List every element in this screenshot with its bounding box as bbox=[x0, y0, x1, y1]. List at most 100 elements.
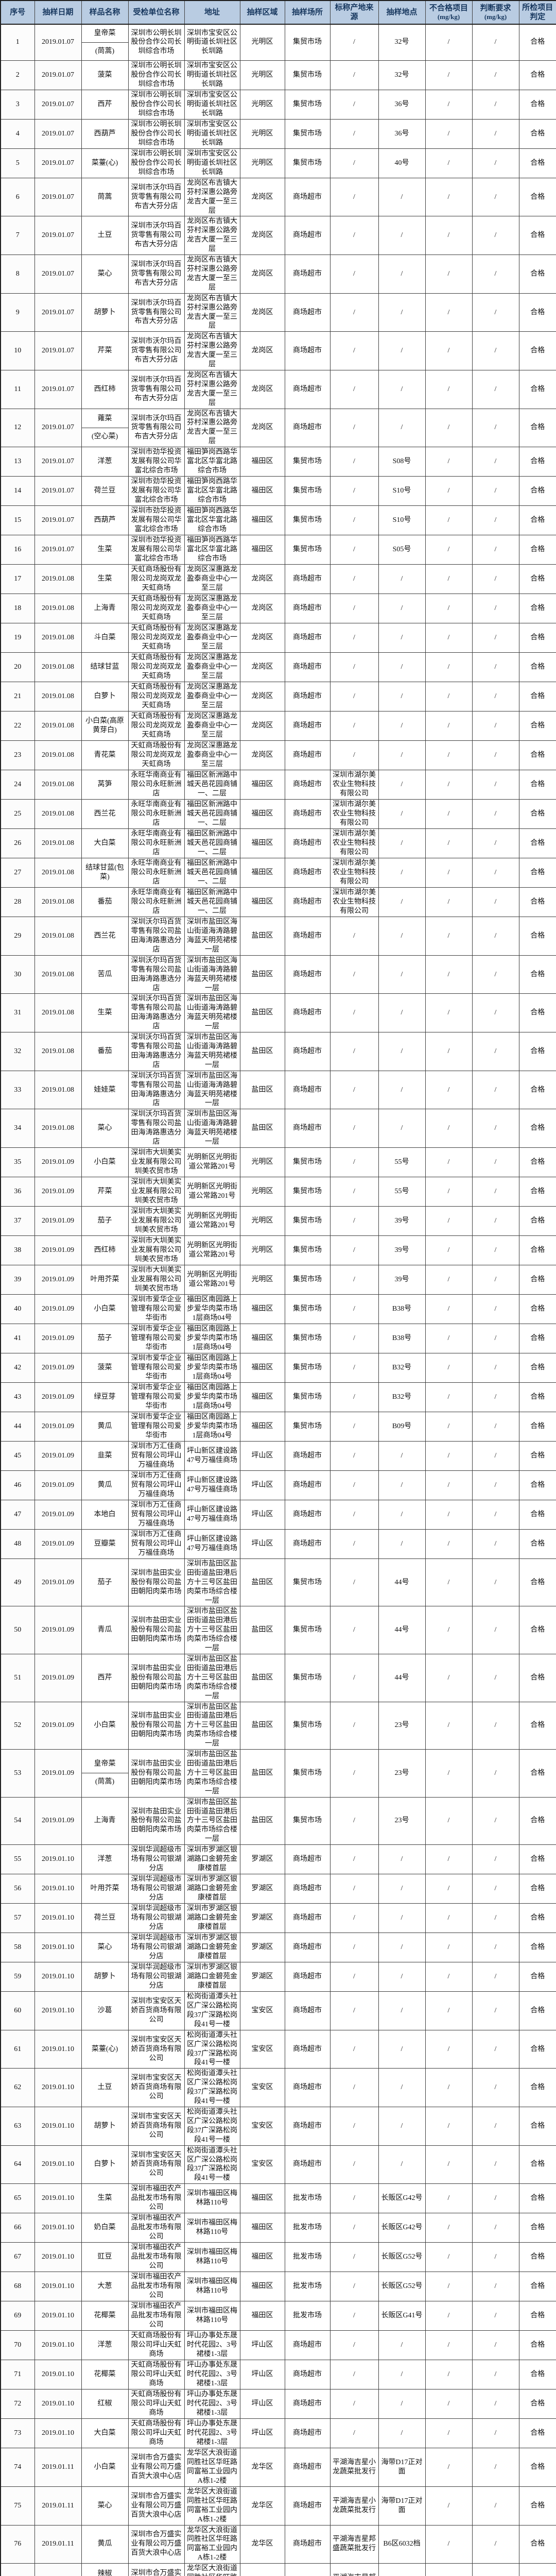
cell-date: 2019.01.10 bbox=[34, 1962, 82, 1992]
cell-addr: 龙岗区布吉镇大芬村深惠公路旁龙吉大厦一至三层 bbox=[184, 408, 240, 448]
cell-source: / bbox=[329, 60, 379, 90]
cell-spot: / bbox=[378, 408, 426, 448]
cell-unit: 深圳市沃尔玛百货零售有限公司布吉大芬分店 bbox=[128, 216, 185, 256]
table-row: 25 2019.01.08 西兰花 永旺华南商业有限公司永旺新洲店 福田区新洲路中城天邑… bbox=[0, 799, 556, 829]
cell-name: 青瓜 bbox=[81, 1606, 129, 1654]
cell-no: 22 bbox=[0, 711, 35, 741]
cell-verdict: 合格 bbox=[518, 89, 556, 120]
cell-addr: 深圳市罗湖区银湖路口金碧苑金康楼首层 bbox=[184, 1844, 240, 1875]
cell-unit: 深圳市盐田实业股份有限公司盐田朝阳肉菜市场 bbox=[128, 1606, 185, 1654]
cell-source: / bbox=[329, 1352, 379, 1383]
cell-name: 小白菜(高原黄芽白) bbox=[81, 711, 129, 741]
cell-no: 54 bbox=[0, 1797, 35, 1845]
cell-source: 平湖海吉星小龙蔬菜批发行 bbox=[329, 2448, 379, 2487]
cell-name: 豆瓣菜 bbox=[81, 1529, 129, 1559]
cell-district: 龙华区 bbox=[239, 2448, 285, 2487]
cell-spot: / bbox=[378, 1991, 426, 2030]
cell-addr: 福田区南园路上步爱华肉菜市场1层商场04号 bbox=[184, 1294, 240, 1324]
cell-source: 深圳市湖尔美农业生物科技有限公司 bbox=[329, 887, 379, 918]
cell-verdict: 合格 bbox=[518, 505, 556, 536]
cell-req: / bbox=[472, 447, 519, 477]
cell-verdict: 合格 bbox=[518, 535, 556, 565]
cell-unit: 深圳市公明长圳股份合作公司长圳综合市场 bbox=[128, 60, 185, 90]
cell-date: 2019.01.08 bbox=[34, 682, 82, 712]
table-row: 72 2019.01.10 红椒 天虹商场股份有限公司坪山天虹商场 坪山办事处东晟时代花… bbox=[0, 2389, 556, 2419]
cell-addr: 深圳市宝安区公明街道长圳社区长圳路 bbox=[184, 148, 240, 178]
cell-venue: 商场超市 bbox=[284, 740, 331, 771]
cell-date: 2019.01.08 bbox=[34, 564, 82, 595]
cell-district: 福田区 bbox=[239, 1352, 285, 1383]
cell-spot: / bbox=[378, 1529, 426, 1559]
cell-name: 胡萝卜 bbox=[81, 1962, 129, 1992]
cell-name: 苦瓜 bbox=[81, 955, 129, 994]
cell-spot: / bbox=[378, 1962, 426, 1992]
cell-venue: 商场超市 bbox=[284, 331, 331, 370]
cell-district: 光明区 bbox=[239, 1176, 285, 1207]
cell-addr: 福田区新洲路中城天邑花园商铺一、二层 bbox=[184, 799, 240, 829]
cell-verdict: 合格 bbox=[518, 652, 556, 683]
table-row: 19 2019.01.08 斗白菜 天虹商场股份有限公司龙岗双龙天虹商场 龙岗区深惠路龙… bbox=[0, 623, 556, 653]
cell-date: 2019.01.09 bbox=[34, 1470, 82, 1500]
cell-district: 龙华区 bbox=[239, 2524, 285, 2564]
cell-req: / bbox=[472, 2145, 519, 2184]
cell-district: 光明区 bbox=[239, 1264, 285, 1295]
cell-name-line1: 皇帝菜 bbox=[94, 1760, 116, 1768]
cell-req: / bbox=[472, 682, 519, 712]
cell-name-line1: 蕹菜 bbox=[97, 414, 112, 422]
cell-unit: 天虹商场股份有限公司坪山天虹商场 bbox=[128, 2360, 185, 2390]
cell-req: / bbox=[472, 2107, 519, 2146]
cell-spot: B38号 bbox=[378, 1323, 426, 1353]
table-row: 7 2019.01.07 土豆 深圳市沃尔玛百货零售有限公司布吉大芬分店 龙岗区布吉镇大… bbox=[0, 216, 556, 256]
cell-req: / bbox=[472, 1206, 519, 1236]
cell-spot: / bbox=[378, 955, 426, 994]
cell-spot: / bbox=[378, 1903, 426, 1934]
cell-district: 福田区 bbox=[239, 476, 285, 506]
cell-name: 胡萝卜 bbox=[81, 2107, 129, 2146]
cell-venue: 商场超市 bbox=[284, 2389, 331, 2419]
cell-source: / bbox=[329, 955, 379, 994]
table-row: 11 2019.01.07 西红柿 深圳市沃尔玛百货零售有限公司布吉大芬分店 龙岗区布吉… bbox=[0, 369, 556, 409]
cell-fail: / bbox=[425, 1323, 473, 1353]
cell-addr: 松岗街道潭头社区广深公路松岗段37广深路松岗段41号一楼 bbox=[184, 2107, 240, 2146]
cell-district: 盐田区 bbox=[239, 1606, 285, 1654]
cell-date: 2019.01.10 bbox=[34, 2301, 82, 2331]
cell-name: 荷兰豆 bbox=[81, 476, 129, 506]
cell-req: / bbox=[472, 1032, 519, 1071]
cell-fail: / bbox=[425, 535, 473, 565]
cell-no: 75 bbox=[0, 2486, 35, 2526]
cell-date: 2019.01.07 bbox=[34, 408, 82, 448]
cell-spot: / bbox=[378, 623, 426, 653]
cell-spot: / bbox=[378, 799, 426, 829]
cell-verdict: 合格 bbox=[518, 2360, 556, 2390]
cell-unit: 深圳市宝安区天娇百货商场有限公司 bbox=[128, 2068, 185, 2107]
cell-verdict: 合格 bbox=[518, 331, 556, 370]
cell-date: 2019.01.10 bbox=[34, 2389, 82, 2419]
cell-unit: 深圳沃尔玛百货零售有限公司盐田海涛路惠选分店 bbox=[128, 1109, 185, 1148]
cell-name: 西红柿 bbox=[81, 369, 129, 409]
cell-date: 2019.01.07 bbox=[34, 216, 82, 256]
cell-name: 茄子 bbox=[81, 1206, 129, 1236]
cell-spot: / bbox=[378, 993, 426, 1033]
table-row: 67 2019.01.10 豇豆 深圳市福田农产品批发市场有限公司 深圳市福田区梅林路1… bbox=[0, 2242, 556, 2273]
cell-venue: 商场超市 bbox=[284, 369, 331, 409]
cell-no: 8 bbox=[0, 255, 35, 294]
cell-spot: 海带D17正对面 bbox=[378, 2448, 426, 2487]
cell-name: 上海青 bbox=[81, 594, 129, 624]
cell-spot: / bbox=[378, 293, 426, 332]
table-body: 1 2019.01.07 皇帝菜 (茼蒿) 深圳市公明长圳股份合作公司长圳综合市场 深圳市… bbox=[0, 24, 556, 2576]
cell-date: 2019.01.09 bbox=[34, 1440, 82, 1471]
cell-no: 32 bbox=[0, 1032, 35, 1071]
cell-addr: 坪山办事处东晟时代花园2、3号裙楼1-3层 bbox=[184, 2418, 240, 2449]
cell-district: 坪山区 bbox=[239, 1440, 285, 1471]
table-row: 35 2019.01.09 小白菜 深圳市大圳美实业发展有限公司圳美农贸市场 光明新区光… bbox=[0, 1147, 556, 1177]
cell-fail: / bbox=[425, 917, 473, 956]
cell-source: / bbox=[329, 118, 379, 149]
cell-source: / bbox=[329, 1606, 379, 1654]
cell-unit: 深圳市宝安区天娇百货商场有限公司 bbox=[128, 2029, 185, 2069]
cell-venue: 商场超市 bbox=[284, 594, 331, 624]
cell-district: 盐田区 bbox=[239, 1749, 285, 1798]
cell-date: 2019.01.07 bbox=[34, 118, 82, 149]
cell-date: 2019.01.10 bbox=[34, 2242, 82, 2273]
cell-date: 2019.01.07 bbox=[34, 476, 82, 506]
cell-venue: 商场超市 bbox=[284, 408, 331, 448]
